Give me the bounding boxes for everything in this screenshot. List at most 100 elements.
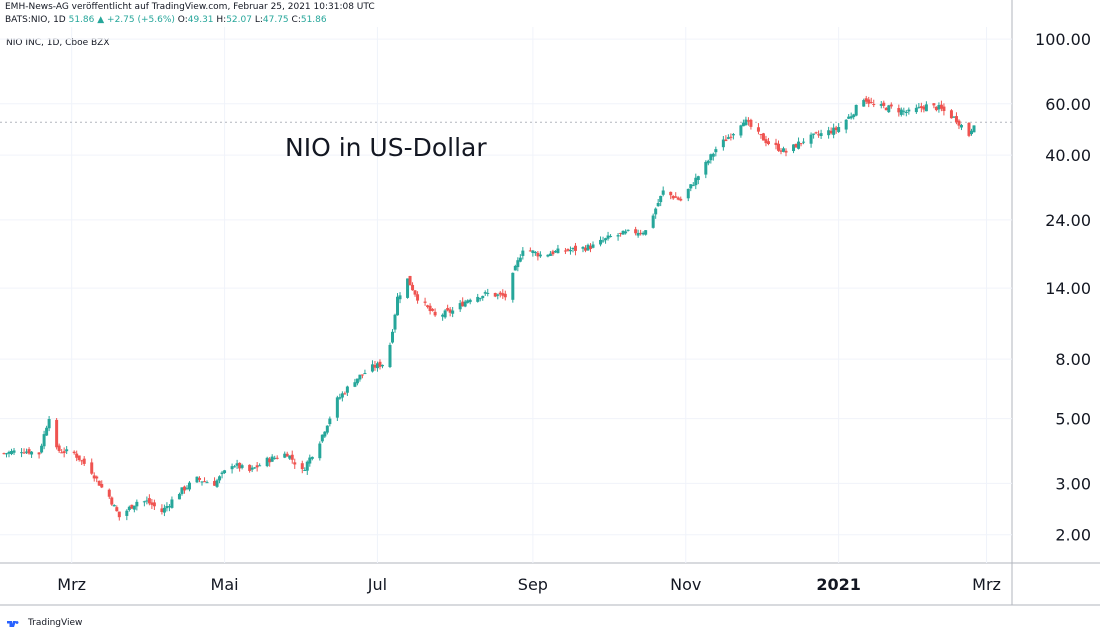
candle-body [95, 476, 99, 479]
candle-body [641, 232, 645, 235]
candle-body [691, 185, 695, 187]
candle-body [60, 452, 64, 454]
open-value: 49.31 [187, 15, 214, 25]
close-value: 51.86 [300, 15, 327, 25]
candle-body [882, 102, 886, 106]
candle-body [511, 272, 515, 300]
candle-body [644, 230, 648, 235]
candle-body [130, 504, 134, 509]
candle-body [626, 229, 630, 231]
candle-body [478, 298, 482, 300]
candle-body [92, 475, 96, 479]
candle-body [458, 303, 462, 310]
candle-body [328, 418, 332, 425]
candle-body [233, 466, 237, 468]
x-tick-label: Mrz [57, 575, 86, 594]
y-tick-label: 40.00 [1045, 146, 1091, 165]
candle-body [972, 125, 976, 133]
candle-body [779, 150, 783, 152]
candle-body [380, 364, 384, 367]
candle-body [817, 134, 821, 136]
candle-body [62, 451, 66, 453]
candle-body [12, 450, 16, 453]
candle-body [621, 230, 625, 235]
candle-body [258, 465, 262, 467]
candle-body [586, 244, 590, 251]
candle-body [451, 310, 455, 314]
candle-body [726, 137, 730, 139]
candle-body [135, 501, 139, 507]
candle-body [152, 502, 156, 507]
candle-body [589, 245, 593, 249]
candle-body [2, 453, 6, 455]
candle-body [187, 482, 191, 490]
symbol-interval: BATS:NIO, 1D [5, 15, 66, 25]
x-tick-label: Mrz [972, 575, 1001, 594]
candle-body [746, 120, 750, 122]
candle-body [340, 393, 344, 398]
candle-body [571, 247, 575, 250]
candle-body [792, 144, 796, 152]
candle-body [731, 134, 735, 136]
candle-body [862, 100, 866, 107]
symbol-label: NIO INC, 1D, Cboe BZX [6, 38, 110, 48]
candle-body [375, 363, 379, 369]
candle-body [694, 177, 698, 186]
candle-body [937, 105, 941, 110]
candle-body [406, 278, 410, 298]
candle-body [609, 236, 613, 238]
candle-body [288, 455, 292, 459]
candle-body [268, 458, 272, 463]
candle-body [200, 481, 204, 483]
candle-body [919, 106, 923, 109]
tradingview-logo-icon [7, 621, 19, 627]
candle-body [481, 295, 485, 299]
candle-body [97, 480, 101, 486]
candle-body [679, 198, 683, 201]
candle-body [566, 249, 570, 251]
candle-body [721, 139, 725, 148]
candle-body [533, 251, 537, 254]
candle-body [448, 309, 452, 313]
candle-body [30, 451, 34, 455]
candle-body [634, 229, 638, 234]
candle-body [72, 451, 76, 454]
candle-body [498, 292, 502, 295]
x-tick-label: Nov [670, 575, 701, 594]
last-price: 51.86 [68, 15, 95, 25]
candle-body [310, 456, 314, 459]
candle-body [37, 452, 41, 455]
candle-body [939, 104, 943, 109]
candle-body [378, 361, 382, 367]
candle-body [872, 103, 876, 105]
candle-body [468, 299, 472, 303]
candle-body [802, 141, 806, 143]
candle-body [240, 465, 244, 468]
candle-body [904, 112, 908, 114]
high-label: H: [216, 15, 227, 25]
candle-body [924, 104, 928, 112]
candle-body [370, 364, 374, 372]
candle-body [847, 116, 851, 119]
candle-body [182, 486, 186, 491]
candle-body [290, 454, 294, 460]
candle-body [521, 250, 525, 256]
candle-body [423, 301, 427, 303]
candle-body [794, 143, 798, 148]
candle-body [476, 296, 480, 302]
candle-body [711, 153, 715, 157]
candle-body [837, 127, 841, 132]
candle-body [55, 419, 59, 448]
candle-body [305, 461, 309, 471]
candle-body [45, 427, 49, 436]
candle-body [42, 434, 46, 447]
candle-body [531, 250, 535, 253]
candle-body [809, 134, 813, 144]
candle-body [756, 127, 760, 132]
candle-body [548, 253, 552, 256]
candle-body [651, 215, 655, 228]
candle-body [393, 314, 397, 330]
candle-body [127, 506, 131, 510]
candle-body [799, 143, 803, 145]
